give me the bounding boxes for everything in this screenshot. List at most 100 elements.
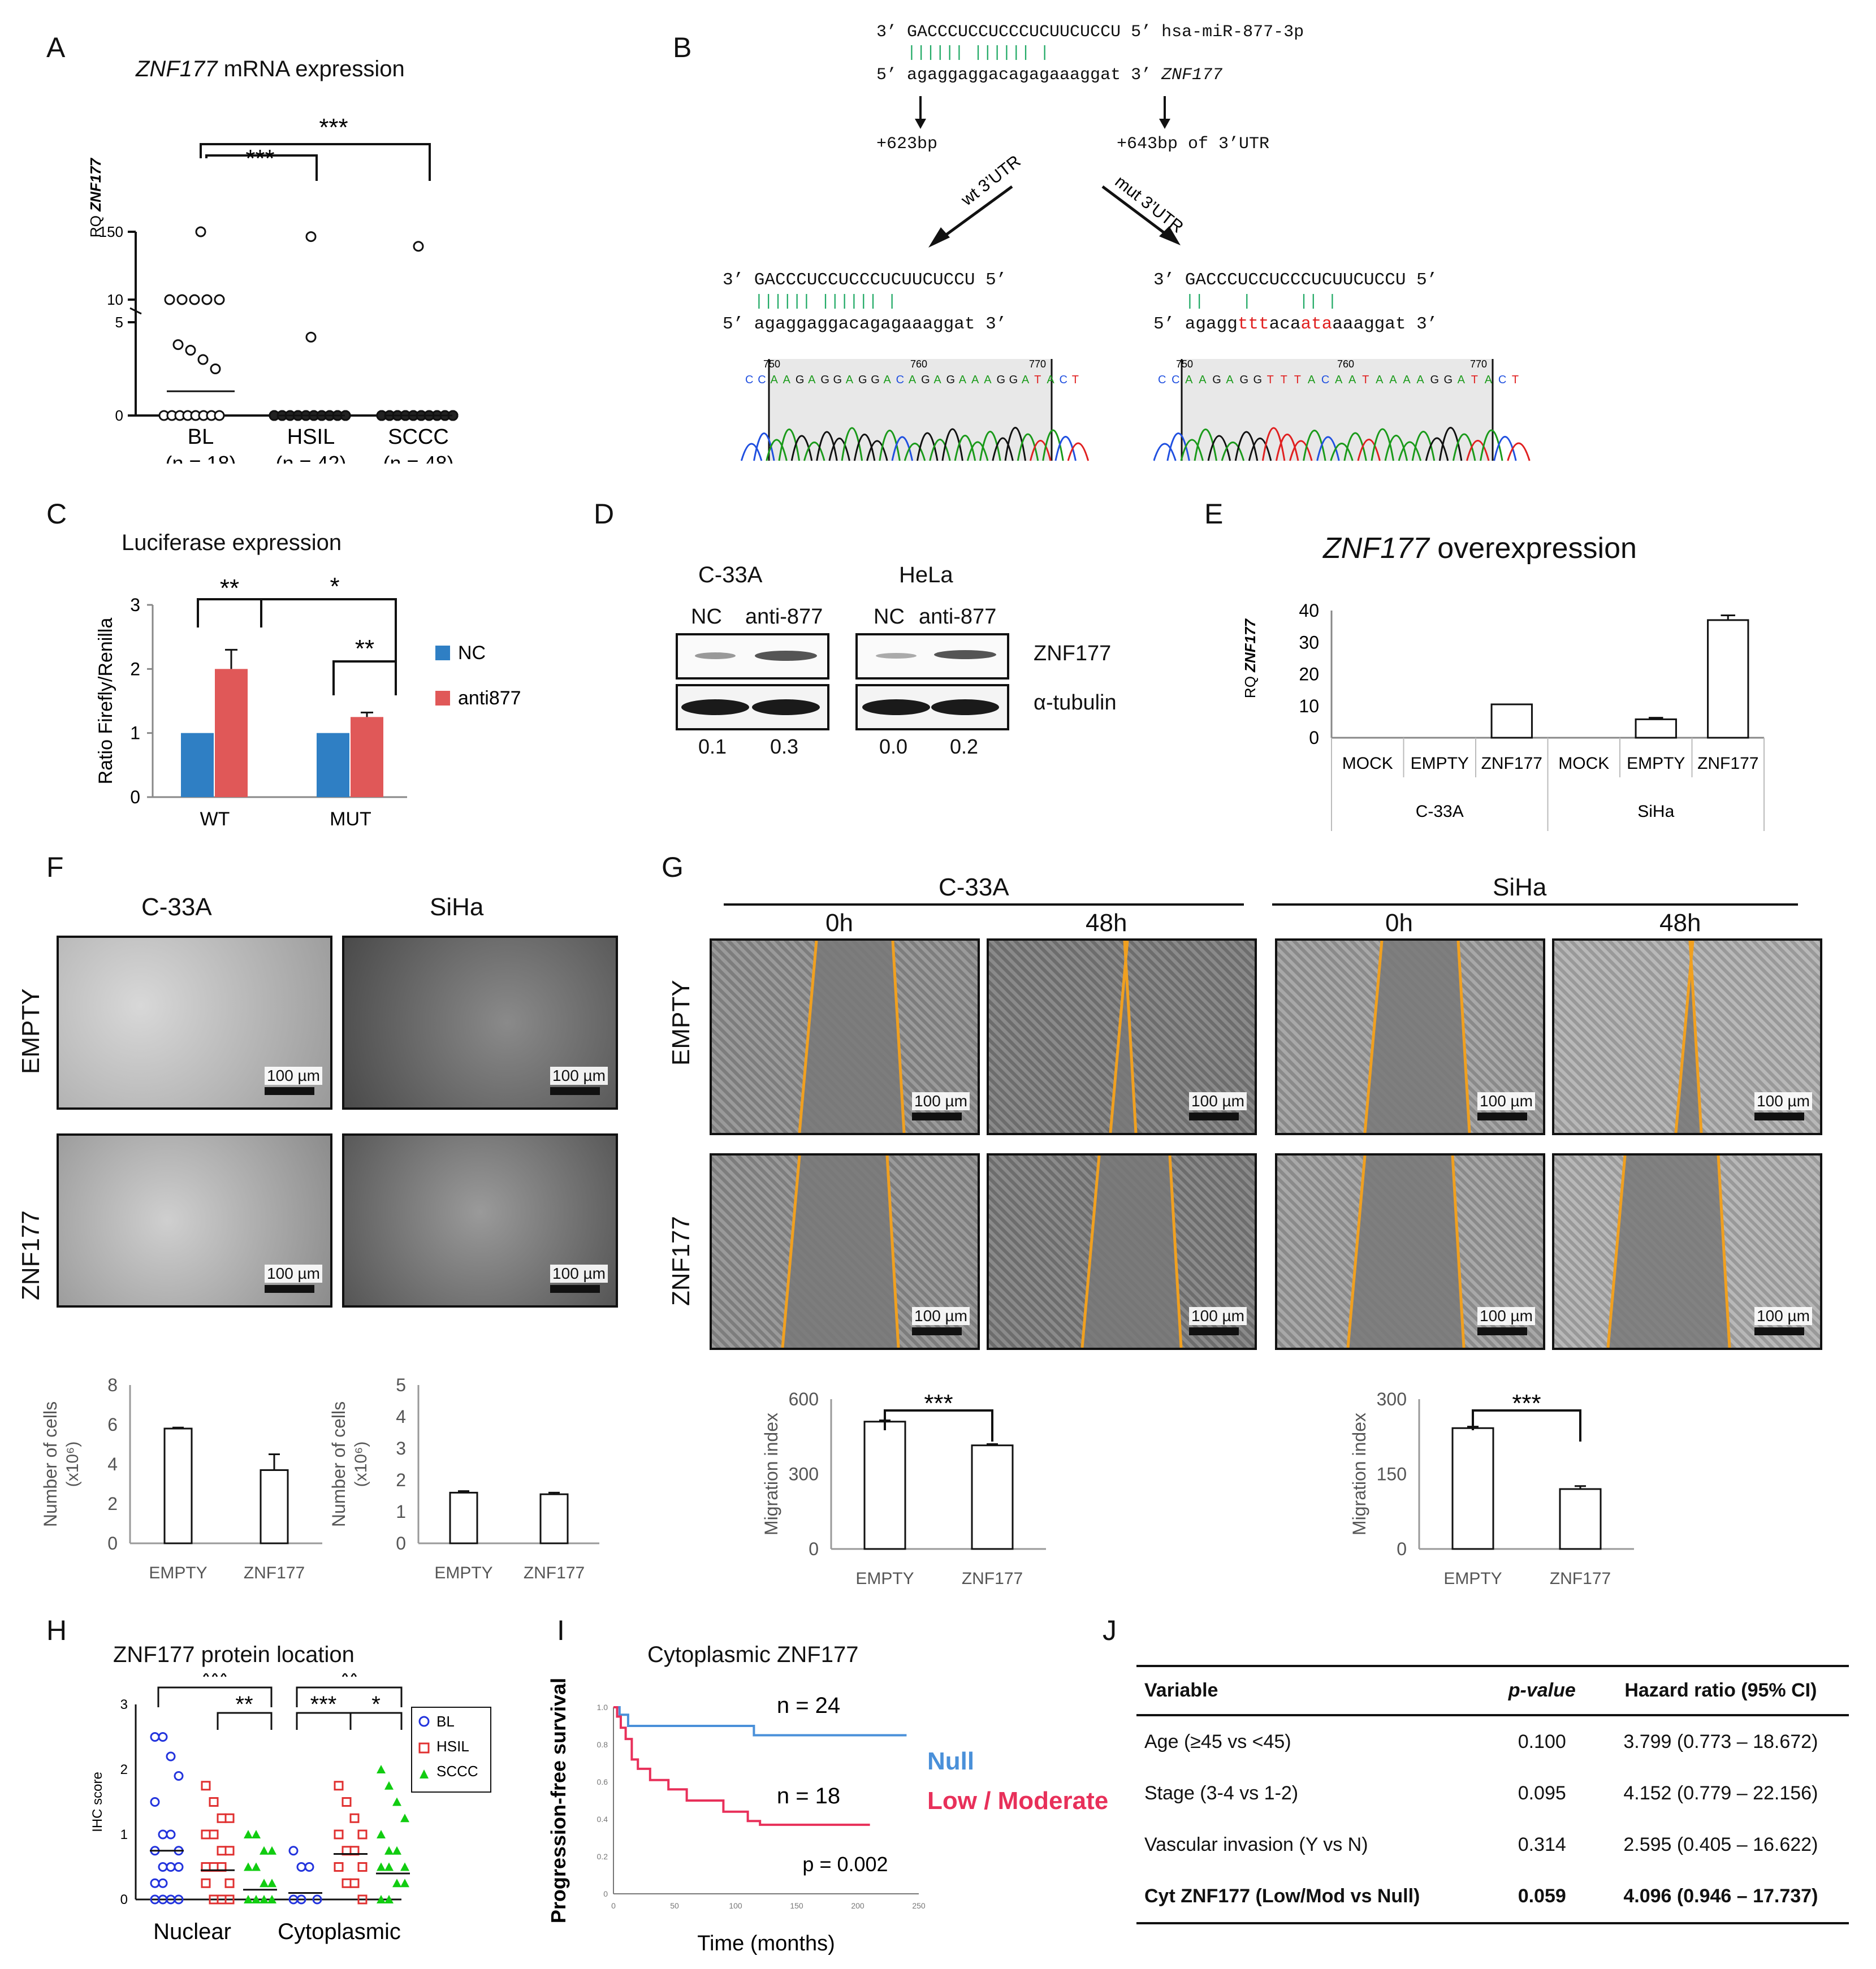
bar-ytick: 0 [107, 1533, 118, 1553]
g-divider-c33a [724, 903, 1244, 906]
western-blot [676, 633, 1009, 730]
d-quant-2: 0.3 [770, 735, 799, 758]
h-point-bl [150, 1797, 160, 1807]
e-ytick: 20 [1299, 664, 1319, 685]
e-ytick: 40 [1299, 600, 1319, 621]
bar [863, 1421, 906, 1550]
g-row-empty: EMPTY [667, 980, 695, 1066]
a-point [189, 294, 200, 305]
scratch-gap [1348, 1156, 1464, 1348]
panel-label-e: E [1204, 498, 1224, 530]
h-point-sccc [252, 1862, 261, 1871]
f-image-siha-znf177: 100 µm [342, 1133, 618, 1308]
h-point-hsil [201, 1781, 211, 1791]
chrom-base: T [1072, 374, 1079, 386]
scale-bar [1189, 1327, 1239, 1335]
bar-ytick: 0 [396, 1533, 406, 1553]
g-image-r2-c4: 100 µm [1552, 1153, 1822, 1350]
i-xtick: 200 [851, 1901, 864, 1910]
chrom-base: G [1212, 374, 1221, 386]
d-quant-3: 0.0 [879, 735, 908, 758]
scale-bar [1477, 1327, 1527, 1335]
h-point-hsil [201, 1878, 211, 1888]
chrom-peak [1466, 440, 1490, 461]
chrom-base: G [820, 374, 829, 386]
chrom-peak [841, 427, 863, 461]
chrom-base: G [833, 374, 842, 386]
cell-variable: Stage (3-4 vs 1-2) [1144, 1782, 1299, 1804]
h-ytick: 0 [120, 1892, 128, 1907]
a-n-label: (n = 48) [383, 452, 453, 464]
h-sig-2: ** [235, 1692, 253, 1717]
i-n-null: n = 24 [777, 1693, 840, 1718]
bar-ylabel: Number of cells [40, 1401, 60, 1527]
a-ytick-label: 150 [99, 223, 123, 240]
scratch-edge-left [781, 1156, 801, 1348]
bar-ytick: 2 [107, 1494, 118, 1514]
scale-bar-label: 100 µm [1754, 1092, 1812, 1110]
chrom-peak [1153, 443, 1177, 461]
chrom-base: G [858, 374, 867, 386]
panel-f-bar-chart-siha: 0 1 2 3 4 5 Number of cells (x10⁶) EMPTY ZNF177 [328, 1375, 599, 1582]
e-bar [1707, 619, 1749, 739]
chrom-peak [929, 439, 951, 461]
scratch-edge-left [1363, 941, 1384, 1133]
bar-ytick: 4 [396, 1407, 406, 1427]
h-point-bl [304, 1862, 314, 1872]
f-col-c33a: C-33A [141, 893, 212, 921]
a-point [210, 363, 221, 374]
g-image-r1-c2: 100 µm [987, 938, 1257, 1135]
a-sig-1: *** [319, 114, 348, 141]
chrom-base: A [808, 374, 816, 386]
chrom-base: A [1022, 374, 1030, 386]
h-point-sccc [384, 1846, 394, 1855]
h-legend-label: BL [436, 1713, 455, 1730]
scratch-edge-right [1168, 1156, 1183, 1348]
scratch-edge-right [1123, 941, 1138, 1133]
f-row-empty: EMPTY [17, 988, 45, 1074]
i-xtick: 50 [670, 1901, 679, 1910]
chrom-base: G [1009, 374, 1018, 386]
f-image-siha-empty: 100 µm [342, 936, 618, 1110]
panel-g-bar-chart-c33a: 0 300 600 Migration index EMPTY ZNF177 *** [761, 1389, 1046, 1588]
target-sequence: 5’ agaggaggacagagaaaggat 3’ ZNF177 [876, 66, 1223, 85]
pairing-lines: |||||| |||||| | [907, 44, 1050, 62]
chrom-base: A [971, 374, 979, 386]
bar [163, 1427, 193, 1544]
panel-label-h: H [46, 1615, 67, 1646]
i-ytick: 0.8 [597, 1740, 608, 1749]
scratch-edge-left [1674, 941, 1695, 1133]
c-ytick: 3 [130, 595, 140, 615]
h-sig-5: * [371, 1692, 381, 1717]
g-time-2: 48h [1086, 909, 1127, 937]
chrom-peak [1248, 438, 1272, 461]
h-ytick: 1 [120, 1827, 128, 1842]
f-image-c33a-empty: 100 µm [57, 936, 332, 1110]
i-xtick: 0 [611, 1901, 616, 1910]
h-point-sccc [244, 1895, 253, 1903]
cell-pvalue: 0.095 [1518, 1782, 1566, 1804]
scratch-gap [1110, 941, 1136, 1133]
h-point-hsil [349, 1878, 360, 1888]
cell-hazard: 2.595 (0.405 – 16.622) [1623, 1834, 1818, 1855]
bar-ylabel: Migration index [1349, 1413, 1369, 1535]
a-point [305, 331, 317, 343]
chrom-peak [866, 440, 888, 461]
panel-label-f: F [46, 851, 64, 883]
g-divider-siha [1272, 903, 1798, 906]
g-row-znf177: ZNF177 [667, 1216, 695, 1306]
h-point-bl [150, 1732, 160, 1742]
a-point [413, 241, 424, 252]
chrom-base: T [1034, 374, 1041, 386]
i-xtick: 250 [912, 1901, 926, 1910]
h-point-sccc [260, 1846, 269, 1855]
bar-ytick: 6 [107, 1414, 118, 1435]
chrom-peak [1343, 432, 1367, 461]
scratch-edge-left [798, 941, 818, 1133]
h-point-sccc [384, 1895, 394, 1903]
chrom-base: A [1485, 374, 1493, 386]
chrom-base: A [1348, 374, 1356, 386]
scale-bar-label: 100 µm [1189, 1092, 1247, 1110]
d-cell-c33a: C-33A [698, 562, 763, 587]
i-ytick: 0.6 [597, 1777, 608, 1786]
